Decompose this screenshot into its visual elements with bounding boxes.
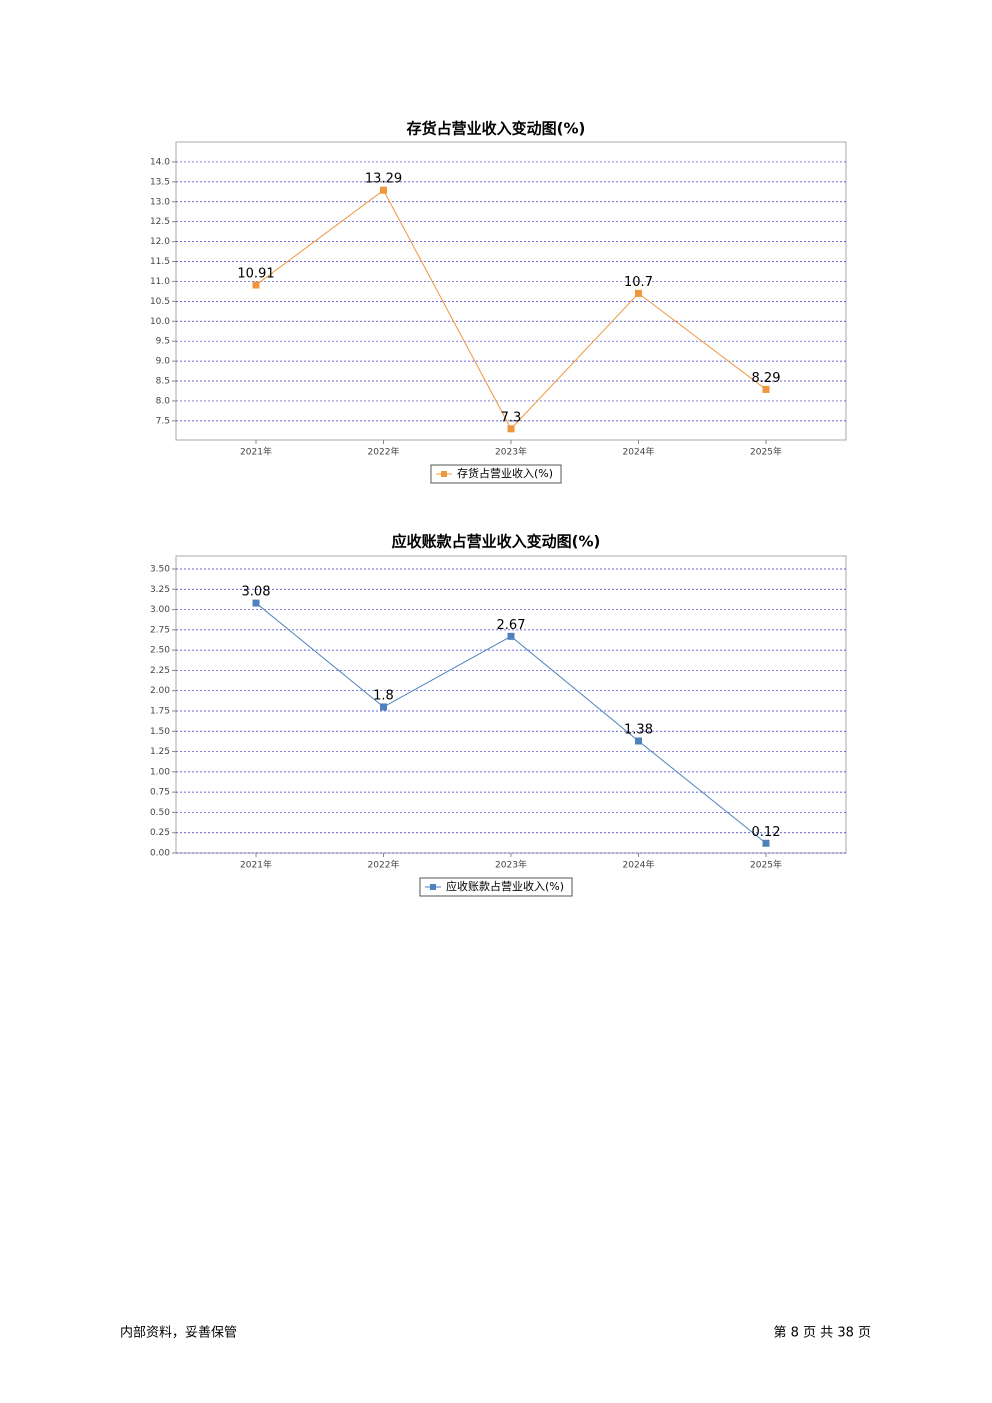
legend-box [419, 877, 573, 897]
marker [762, 839, 770, 847]
chart-title: 应收账款占营业收入变动图(%) [392, 533, 601, 551]
x-tick-label: 2023年 [495, 859, 527, 871]
data-label: 8.29 [752, 371, 781, 386]
marker [507, 632, 515, 640]
y-tick-label: 12.0 [150, 237, 170, 247]
plot-area [175, 555, 847, 854]
data-label: 10.7 [624, 275, 653, 290]
y-tick-label: 0.25 [150, 828, 170, 838]
marker [635, 289, 642, 297]
y-tick-label: 0.50 [150, 808, 170, 818]
legend-label: 存货占营业收入(%) [457, 466, 553, 480]
legend-marker [429, 884, 436, 890]
y-tick-label: 3.25 [150, 585, 170, 595]
x-tick-label: 2023年 [495, 446, 527, 458]
x-tick-label: 2025年 [750, 446, 782, 458]
chart-title: 存货占营业收入变动图(%) [407, 120, 586, 138]
y-tick-label: 0.75 [150, 788, 170, 798]
y-tick-label: 7.5 [156, 416, 170, 426]
y-tick-label: 10.5 [150, 297, 170, 307]
y-tick-label: 8.5 [156, 377, 170, 387]
marker [635, 737, 642, 745]
y-tick-label: 2.75 [150, 625, 170, 635]
y-tick-label: 12.5 [150, 217, 170, 227]
legend-marker [440, 471, 447, 477]
marker [252, 599, 260, 607]
y-tick-label: 3.00 [150, 605, 170, 615]
x-tick-label: 2025年 [750, 859, 782, 871]
footer-right: 第 8 页 共 38 页 [774, 1326, 871, 1341]
data-label: 10.91 [237, 267, 274, 282]
y-tick-label: 13.0 [150, 197, 170, 207]
data-label: 13.29 [365, 172, 402, 187]
y-tick-label: 9.0 [156, 357, 171, 367]
y-tick-label: 0.00 [150, 849, 170, 859]
data-label: 1.8 [373, 688, 394, 703]
y-tick-label: 11.5 [150, 257, 170, 267]
data-label: 2.67 [497, 618, 526, 633]
y-tick-label: 2.00 [150, 686, 170, 696]
y-tick-label: 1.50 [150, 727, 170, 737]
data-label: 0.12 [752, 825, 781, 840]
y-tick-label: 10.0 [150, 317, 170, 327]
x-tick-label: 2022年 [368, 446, 400, 458]
y-tick-label: 2.50 [150, 646, 170, 656]
marker [507, 425, 515, 433]
y-tick-label: 1.25 [150, 747, 170, 757]
y-tick-label: 2.25 [150, 666, 170, 676]
y-tick-label: 8.0 [156, 396, 171, 406]
y-tick-label: 1.00 [150, 767, 170, 777]
data-label: 1.38 [624, 723, 653, 738]
y-tick-label: 1.75 [150, 706, 170, 716]
plot-area [175, 141, 847, 441]
y-tick-label: 3.50 [150, 564, 170, 574]
y-tick-label: 11.0 [150, 277, 170, 287]
y-tick-label: 9.5 [156, 337, 170, 347]
marker [252, 281, 260, 289]
y-tick-label: 13.5 [150, 177, 170, 187]
footer-left: 内部资料，妥善保管 [120, 1325, 237, 1341]
legend-label: 应收账款占营业收入(%) [446, 879, 564, 893]
x-tick-label: 2024年 [623, 446, 655, 458]
data-label: 7.3 [501, 410, 522, 425]
marker [380, 186, 387, 194]
x-tick-label: 2021年 [240, 446, 272, 458]
marker [762, 385, 770, 393]
x-tick-label: 2022年 [368, 859, 400, 871]
legend-box [430, 464, 562, 484]
data-label: 3.08 [242, 585, 271, 600]
y-tick-label: 14.0 [150, 157, 170, 167]
marker [380, 703, 387, 711]
x-tick-label: 2024年 [623, 859, 655, 871]
x-tick-label: 2021年 [240, 859, 272, 871]
